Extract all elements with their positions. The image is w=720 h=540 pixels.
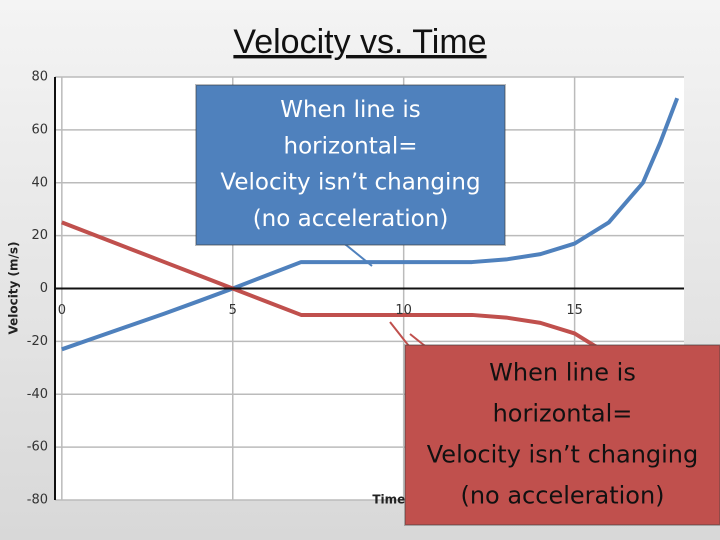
y-axis-label: Velocity (m/s) (7, 241, 21, 334)
y-tick-label: 40 (31, 175, 48, 190)
series-line (61, 97, 680, 352)
y-tick-label: 0 (40, 281, 48, 296)
y-tick-label: -40 (27, 387, 48, 402)
callout-text: When line is (489, 359, 636, 387)
callout-text: (no acceleration) (253, 206, 449, 232)
y-tick-label: 20 (31, 228, 48, 243)
chart-title: Velocity vs. Time (233, 23, 486, 61)
y-tick-label: -80 (27, 493, 48, 508)
y-tick-label: 80 (31, 70, 48, 85)
x-tick-label: 15 (566, 303, 583, 318)
y-tick-label: -20 (27, 334, 48, 349)
callout-text: (no acceleration) (460, 481, 664, 509)
callout-box (195, 84, 506, 246)
x-tick-label: 0 (58, 303, 66, 318)
x-tick-label: 10 (395, 303, 412, 318)
callout-text: Velocity isn’t changing (220, 170, 480, 196)
callout-text: When line is (280, 97, 421, 123)
callout-text: horizontal= (284, 133, 418, 159)
y-tick-label: 60 (31, 122, 48, 137)
y-tick-label: -60 (27, 440, 48, 455)
callout-box (404, 344, 720, 526)
callout-text: horizontal= (493, 400, 633, 428)
callout-text: Velocity isn’t changing (427, 440, 699, 468)
x-tick-label: 5 (229, 303, 237, 318)
